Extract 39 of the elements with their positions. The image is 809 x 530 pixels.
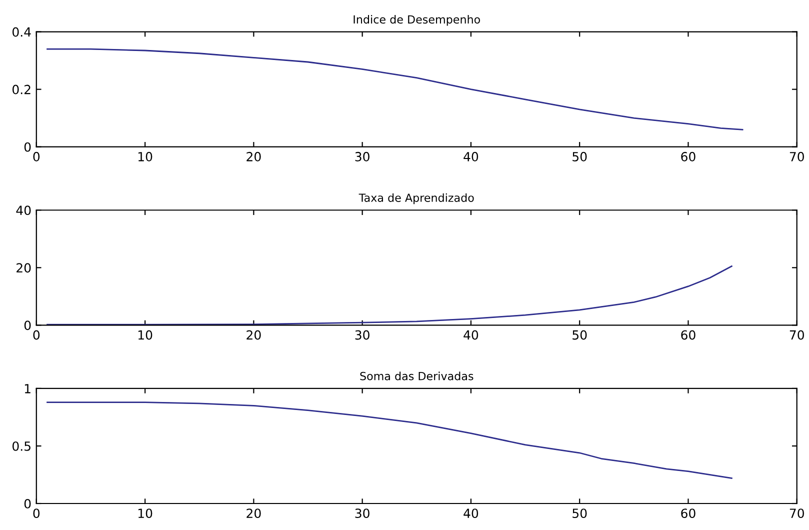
line-series xyxy=(46,266,732,326)
x-tick-label: 0 xyxy=(33,330,40,340)
y-tick-label: 0.4 xyxy=(12,27,31,37)
y-tick-label: 0 xyxy=(24,498,31,508)
x-tick-label: 10 xyxy=(138,508,152,518)
chart-title: Taxa de Aprendizado xyxy=(358,193,474,204)
x-tick-label: 50 xyxy=(572,152,587,162)
y-tick-label: 1 xyxy=(24,384,30,394)
line-series xyxy=(46,48,744,130)
y-tick-label: 0.5 xyxy=(12,441,30,451)
x-tick-label: 60 xyxy=(681,330,696,340)
x-tick-label: 40 xyxy=(464,508,478,518)
x-tick-label: 40 xyxy=(464,152,478,162)
chart-title: Indice de Desempenho xyxy=(354,15,480,26)
x-tick-label: 30 xyxy=(355,330,370,340)
y-tick-label: 0 xyxy=(24,142,31,152)
y-tick-label: 40 xyxy=(16,206,31,216)
line-series xyxy=(46,402,732,479)
x-tick-label: 20 xyxy=(246,152,261,162)
x-tick-label: 50 xyxy=(572,330,587,340)
y-tick-label: 0.2 xyxy=(12,84,30,94)
x-tick-label: 50 xyxy=(572,508,587,518)
x-tick-label: 70 xyxy=(790,508,804,518)
x-tick-label: 0 xyxy=(33,152,40,162)
x-tick-label: 60 xyxy=(681,508,696,518)
y-tick-label: 20 xyxy=(16,263,31,273)
y-tick-label: 0 xyxy=(24,320,31,330)
x-tick-label: 60 xyxy=(681,152,696,162)
chart-title: Soma das Derivadas xyxy=(360,372,474,380)
x-tick-label: 40 xyxy=(464,330,478,340)
x-tick-label: 10 xyxy=(138,330,152,340)
x-tick-label: 10 xyxy=(138,152,152,162)
x-tick-label: 70 xyxy=(790,330,804,340)
x-tick-label: 0 xyxy=(33,508,40,518)
x-tick-label: 20 xyxy=(246,508,261,518)
x-tick-label: 20 xyxy=(246,330,261,340)
x-tick-label: 70 xyxy=(790,152,804,162)
x-tick-label: 30 xyxy=(355,152,370,162)
x-tick-label: 30 xyxy=(355,508,370,518)
